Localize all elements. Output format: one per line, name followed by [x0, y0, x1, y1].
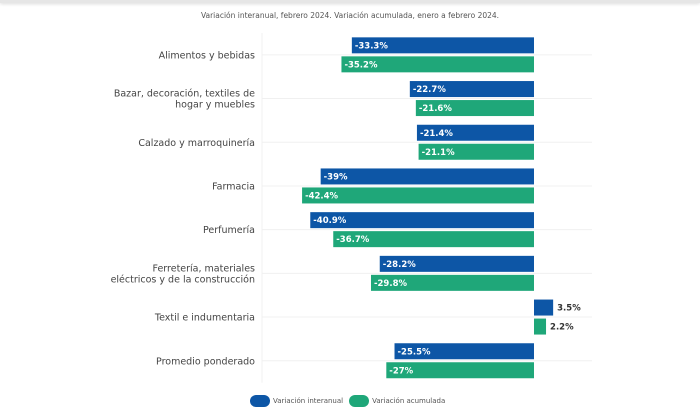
data-label: -22.7% [413, 85, 446, 95]
data-label: -28.2% [383, 260, 416, 270]
bar-interanual [351, 37, 534, 54]
bar-acumulada [418, 143, 534, 160]
bar-acumulada [333, 231, 534, 248]
bar-acumulada [341, 56, 534, 73]
bar-acumulada [370, 274, 534, 291]
category-label: Alimentos y bebidas [159, 50, 255, 61]
data-label: -21.1% [422, 148, 455, 158]
data-label: -42.4% [305, 191, 338, 201]
data-label: -39% [324, 172, 348, 182]
data-label: 3.5% [557, 304, 581, 314]
chart-subtitle: Variación interanual, febrero 2024. Vari… [200, 11, 500, 20]
bar-interanual [320, 168, 534, 185]
bar-acumulada [302, 187, 534, 204]
legend-swatch [349, 395, 370, 407]
legend-item-interanual[interactable]: Variación interanual [250, 395, 343, 407]
bar-interanual [416, 124, 534, 141]
bar-interanual [379, 255, 534, 272]
legend: Variación interanual Variación acumulada [250, 395, 451, 407]
data-label: -35.2% [344, 60, 377, 70]
data-label: -33.3% [355, 41, 388, 51]
category-label: Farmacia [212, 181, 255, 192]
bar-interanual [534, 299, 554, 316]
category-label: Calzado y marroquinería [138, 138, 255, 149]
legend-swatch [250, 395, 270, 407]
category-label: Ferretería, materiales eléctricos y de la… [111, 263, 255, 285]
category-label: Perfumería [203, 225, 255, 236]
top-bar [0, 0, 700, 3]
bar-interanual [394, 343, 534, 360]
legend-label: Variación interanual [273, 397, 344, 405]
data-label: -36.7% [336, 235, 369, 245]
bar-interanual [409, 81, 534, 98]
data-label: 2.2% [550, 323, 574, 333]
bar-acumulada [415, 100, 534, 117]
data-label: -25.5% [398, 347, 431, 357]
category-label: Promedio ponderado [156, 356, 255, 367]
legend-label: Variación acumulada [372, 397, 446, 405]
legend-item-acumulada[interactable]: Variación acumulada [349, 395, 445, 407]
data-label: -29.8% [374, 279, 407, 289]
data-label: -40.9% [313, 216, 346, 226]
category-label: Bazar, decoración, textiles de hogar y mu… [114, 89, 255, 111]
data-label: -27% [389, 366, 413, 376]
data-label: -21.4% [420, 129, 453, 139]
bar-acumulada [534, 318, 547, 335]
bar-interanual [310, 212, 534, 229]
data-label: -21.6% [419, 104, 452, 114]
bar-acumulada [386, 362, 534, 379]
category-label: Textil e indumentaria [154, 313, 255, 324]
